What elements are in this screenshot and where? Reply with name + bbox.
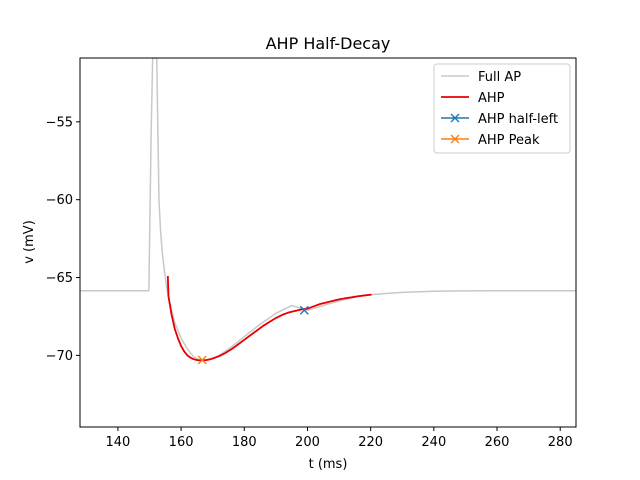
legend-label-full-ap: Full AP <box>478 70 521 85</box>
legend-marker-ahp-half-left <box>450 113 460 123</box>
x-axis: 140 160 180 200 220 240 260 280 <box>105 427 573 450</box>
legend-marker-ahp-peak <box>450 134 460 144</box>
x-tick-label: 240 <box>421 435 446 450</box>
legend-label-ahp: AHP <box>478 91 505 106</box>
x-tick-label: 220 <box>358 435 383 450</box>
y-tick-label: −55 <box>46 115 73 130</box>
x-tick-label: 140 <box>105 435 130 450</box>
chart-title: AHP Half-Decay <box>266 34 391 53</box>
legend: Full AP AHP AHP half-left AHP Peak <box>433 63 571 154</box>
y-axis-label: v (mV) <box>22 220 37 264</box>
legend-label-ahp-peak: AHP Peak <box>478 133 540 148</box>
x-tick-label: 200 <box>295 435 320 450</box>
x-tick-label: 180 <box>232 435 257 450</box>
y-tick-label: −70 <box>46 349 73 364</box>
marker-ahp-half-left <box>299 305 309 315</box>
legend-box <box>433 63 571 154</box>
legend-label-ahp-half-left: AHP half-left <box>478 112 558 127</box>
plot-frame <box>79 57 577 428</box>
y-axis: −55 −60 −65 −70 <box>46 115 80 364</box>
x-tick-label: 280 <box>548 435 573 450</box>
marker-ahp-peak <box>197 355 207 365</box>
series-layer <box>80 58 576 365</box>
x-tick-label: 160 <box>169 435 194 450</box>
series-line-ahp <box>166 275 372 362</box>
x-axis-label: t (ms) <box>309 457 348 472</box>
y-tick-label: −60 <box>46 193 73 208</box>
x-tick-label: 260 <box>485 435 510 450</box>
y-tick-label: −65 <box>46 271 73 286</box>
